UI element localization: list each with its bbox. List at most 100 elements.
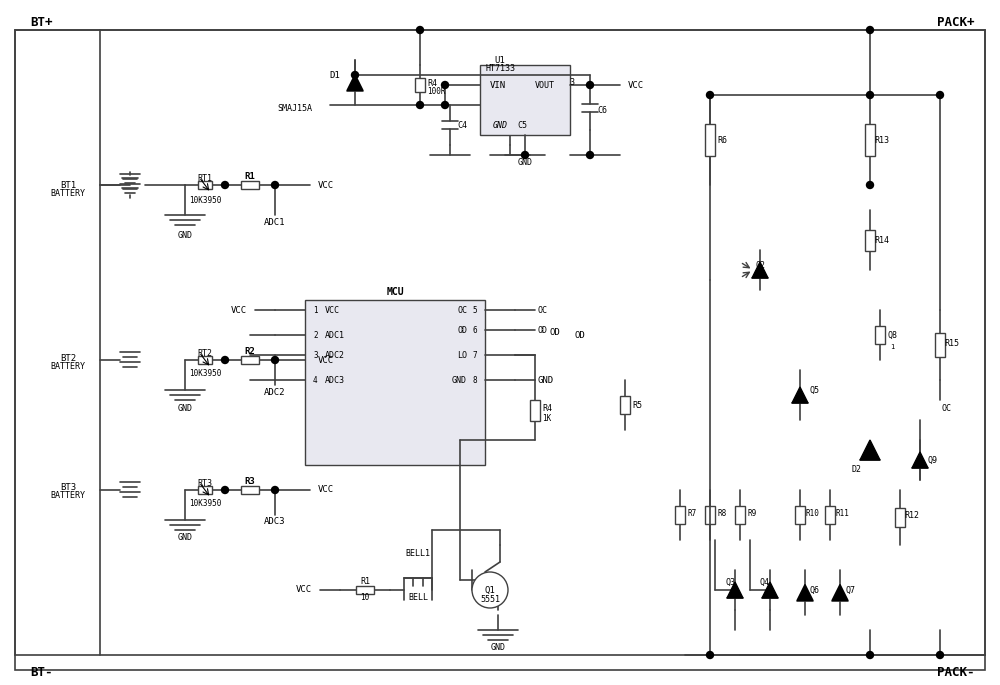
Text: R3: R3	[245, 477, 255, 486]
Circle shape	[936, 92, 944, 99]
Text: 1K: 1K	[542, 414, 552, 423]
Circle shape	[222, 182, 228, 188]
Circle shape	[586, 82, 594, 88]
Text: PACK+: PACK+	[938, 16, 975, 29]
Text: 10K3950: 10K3950	[189, 369, 221, 377]
Text: R11: R11	[835, 508, 849, 517]
Bar	[895, 508, 905, 527]
Text: OD: OD	[457, 325, 467, 334]
Bar	[305, 300, 485, 465]
Text: R1: R1	[245, 171, 255, 181]
Text: GND: GND	[490, 643, 506, 653]
Text: RT3: RT3	[198, 479, 212, 488]
Bar	[198, 486, 212, 494]
Circle shape	[352, 71, 358, 79]
Text: ADC2: ADC2	[264, 388, 286, 397]
Circle shape	[272, 356, 278, 364]
Text: OC: OC	[942, 403, 952, 412]
Text: OD: OD	[575, 330, 585, 340]
Text: R1: R1	[360, 577, 370, 586]
Text: R14: R14	[874, 236, 890, 245]
Text: ADC2: ADC2	[325, 351, 345, 360]
Text: R10: R10	[805, 508, 819, 517]
Text: Q6: Q6	[810, 586, 820, 595]
Text: BT1: BT1	[60, 181, 76, 190]
Text: 4: 4	[313, 375, 318, 384]
Text: BELL: BELL	[408, 593, 428, 603]
Text: GND: GND	[518, 158, 532, 166]
Text: C6: C6	[597, 105, 607, 114]
Text: Q2: Q2	[755, 260, 765, 269]
Bar	[875, 326, 885, 344]
Text: R2: R2	[245, 347, 255, 356]
Text: 3: 3	[570, 77, 574, 86]
Text: LO: LO	[457, 351, 467, 360]
Text: GND: GND	[178, 230, 192, 240]
Text: 2: 2	[313, 330, 318, 340]
Text: VCC: VCC	[231, 306, 247, 314]
Bar	[241, 356, 259, 364]
Text: Q7: Q7	[845, 586, 855, 595]
Polygon shape	[797, 584, 813, 601]
Text: 1: 1	[313, 306, 318, 314]
Text: VCC: VCC	[318, 486, 334, 495]
Text: 10: 10	[360, 593, 370, 603]
Circle shape	[472, 572, 508, 608]
Circle shape	[866, 182, 874, 188]
Circle shape	[866, 651, 874, 658]
Text: 1: 1	[890, 344, 894, 350]
Bar	[241, 486, 259, 494]
Text: 5: 5	[472, 306, 477, 314]
Text: C4: C4	[457, 121, 467, 129]
Bar	[825, 506, 835, 524]
Bar	[356, 586, 374, 594]
Bar	[705, 506, 715, 524]
Polygon shape	[860, 440, 880, 460]
Text: Q3: Q3	[725, 577, 735, 586]
Text: 8: 8	[472, 375, 477, 384]
Text: R6: R6	[717, 136, 727, 145]
Polygon shape	[762, 582, 778, 598]
Text: 7: 7	[472, 351, 477, 360]
Text: OC: OC	[537, 306, 547, 314]
Circle shape	[222, 356, 228, 364]
Text: VCC: VCC	[628, 81, 644, 90]
Bar	[735, 506, 745, 524]
Text: Q4: Q4	[760, 577, 770, 586]
Text: BATTERY: BATTERY	[50, 492, 86, 501]
Text: RT1: RT1	[198, 173, 212, 182]
Circle shape	[416, 27, 424, 34]
Text: R4: R4	[542, 403, 552, 412]
Text: BATTERY: BATTERY	[50, 188, 86, 197]
Text: BELL1: BELL1	[406, 549, 430, 558]
Bar	[530, 399, 540, 421]
Circle shape	[416, 101, 424, 108]
Text: OD: OD	[550, 327, 560, 336]
Bar	[480, 65, 570, 135]
Bar	[675, 506, 685, 524]
Text: 6: 6	[472, 325, 477, 334]
Text: R12: R12	[904, 510, 920, 519]
Circle shape	[442, 82, 448, 88]
Text: R7: R7	[687, 508, 697, 517]
Polygon shape	[792, 387, 808, 403]
Bar	[705, 124, 715, 155]
Text: ADC1: ADC1	[325, 330, 345, 340]
Text: ADC1: ADC1	[264, 218, 286, 227]
Circle shape	[936, 651, 944, 658]
Text: ADC3: ADC3	[325, 375, 345, 384]
Text: VIN: VIN	[490, 81, 506, 90]
Circle shape	[866, 92, 874, 99]
Text: VCC: VCC	[318, 181, 334, 190]
Text: BT3: BT3	[60, 484, 76, 493]
Circle shape	[222, 486, 228, 493]
Text: D2: D2	[851, 466, 861, 475]
Text: HT7133: HT7133	[485, 64, 515, 73]
Text: OC: OC	[457, 306, 467, 314]
Text: Q5: Q5	[810, 386, 820, 395]
Circle shape	[706, 651, 714, 658]
Text: 10K3950: 10K3950	[189, 499, 221, 508]
Text: VCC: VCC	[318, 356, 334, 364]
Text: GND: GND	[537, 375, 553, 384]
Text: U1: U1	[495, 55, 505, 64]
